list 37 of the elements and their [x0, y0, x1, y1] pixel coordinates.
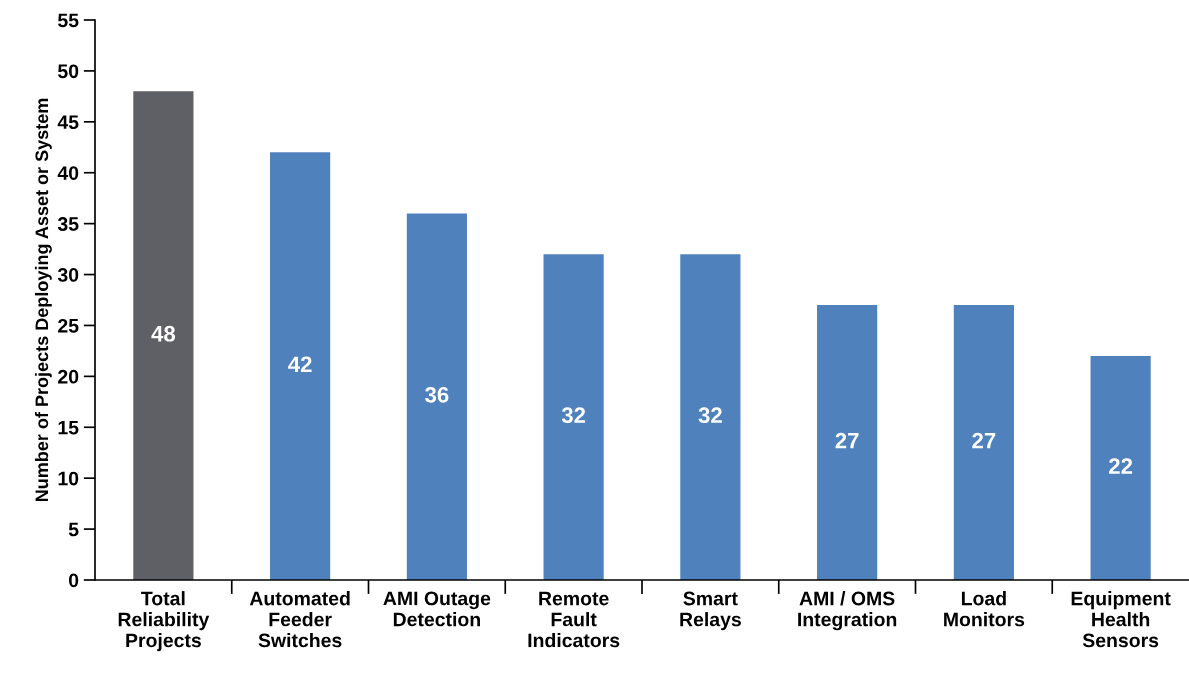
- y-tick-label: 50: [58, 64, 79, 79]
- x-tick-label: Smart Relays: [680, 591, 741, 631]
- y-tick-label: 35: [57, 217, 79, 231]
- data-label: 48: [151, 325, 176, 342]
- y-tick-label: 25: [58, 318, 79, 333]
- x-tick-label: AMI / OMS Integration: [798, 591, 897, 631]
- y-axis-title: Number of Projects Deploying Asset or System: [34, 98, 52, 502]
- x-tick-label: Load Monitors: [944, 591, 1025, 627]
- x-tick-label: Total Reliability Projects: [118, 591, 210, 652]
- y-tick-label: 0: [68, 573, 79, 588]
- data-label: 42: [288, 356, 312, 372]
- y-tick-label: 40: [57, 166, 79, 180]
- x-tick-label: AMI Outage Detection: [383, 591, 491, 627]
- y-tick-label: 5: [68, 522, 79, 537]
- y-tick-label: 55: [58, 13, 79, 28]
- bar: [406, 213, 467, 580]
- bar: [1090, 356, 1151, 580]
- y-tick-label: 30: [57, 268, 79, 282]
- data-label: 32: [698, 407, 722, 424]
- bar: [270, 152, 331, 580]
- bar: [543, 254, 604, 580]
- bar: [133, 91, 194, 580]
- x-tick-label: Automated Feeder Switches: [249, 591, 350, 648]
- y-tick-label: 45: [57, 115, 79, 130]
- bar: [680, 254, 741, 580]
- y-tick-label: 10: [58, 471, 79, 486]
- data-label: 32: [561, 407, 586, 424]
- bar: [953, 305, 1014, 580]
- data-label: 27: [835, 432, 859, 449]
- x-tick-label: Remote Fault Indicators: [528, 591, 620, 648]
- data-label: 22: [1109, 458, 1133, 474]
- data-label: 27: [972, 432, 996, 449]
- bar: [817, 305, 878, 580]
- y-tick-label: 15: [58, 420, 79, 435]
- x-tick-label: Equipment Health Sensors: [1071, 591, 1171, 648]
- y-tick-label: 20: [58, 369, 79, 384]
- data-label: 36: [425, 386, 449, 403]
